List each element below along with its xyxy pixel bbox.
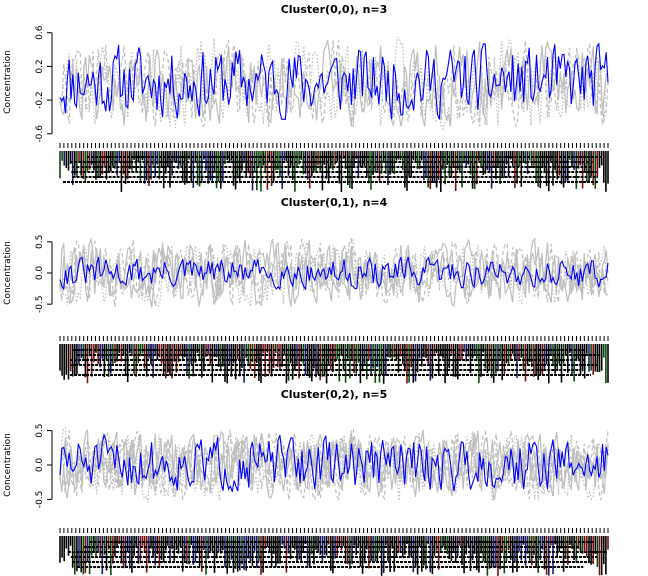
panel-cluster-0-1: Cluster(0,1), n=4 Concentration -0.5 0.0 0…	[3, 196, 609, 384]
y-axis-label: Concentration	[3, 50, 13, 114]
y-tick-label: 0.6	[35, 25, 45, 40]
centroid-series-line	[59, 42, 609, 120]
y-tick-label: -0.2	[35, 91, 45, 109]
centroid-series-line	[59, 256, 609, 291]
y-axis: -0.5 0.0 0.5	[35, 235, 53, 313]
member-series-line-3	[59, 36, 609, 131]
y-tick-label: 0.2	[35, 59, 45, 73]
member-series-line-1	[59, 236, 609, 308]
y-axis: -0.5 0.0 0.5	[35, 423, 53, 509]
y-axis-label: Concentration	[3, 241, 13, 305]
y-axis: -0.6 -0.2 0.2 0.6	[35, 25, 53, 143]
centroid-series-group	[59, 432, 609, 492]
panel-title: Cluster(0,1), n=4	[281, 196, 388, 209]
x-tick-marks	[59, 336, 609, 341]
member-series-line-4	[59, 430, 609, 499]
y-axis-label: Concentration	[3, 433, 13, 497]
centroid-series-group	[59, 256, 609, 291]
y-tick-label: -0.6	[35, 125, 45, 143]
x-tick-marks	[59, 528, 609, 533]
y-tick-label: 0.5	[35, 423, 45, 437]
y-tick-label: -0.5	[35, 295, 45, 313]
panel-title: Cluster(0,0), n=3	[281, 3, 388, 16]
centroid-series-line	[59, 432, 609, 492]
y-tick-label: -0.5	[35, 491, 45, 509]
y-tick-label: 0.0	[35, 266, 45, 281]
panel-cluster-0-0: Cluster(0,0), n=3 Concentration -0.6 -0.2…	[3, 3, 609, 192]
panel-cluster-0-2: Cluster(0,2), n=5 Concentration -0.5 0.0 0…	[3, 388, 609, 576]
member-series-line-1	[59, 39, 609, 128]
centroid-series-group	[59, 42, 609, 120]
member-series-line-3	[59, 238, 609, 308]
x-tick-label-strip	[59, 143, 609, 192]
y-tick-label: 0.0	[35, 458, 45, 473]
x-tick-label-strip	[59, 528, 609, 576]
x-tick-label-strip	[59, 336, 609, 384]
x-tick-marks	[59, 143, 609, 148]
y-tick-label: 0.5	[35, 235, 45, 249]
member-series-line-5	[59, 430, 609, 500]
panel-title: Cluster(0,2), n=5	[281, 388, 388, 401]
